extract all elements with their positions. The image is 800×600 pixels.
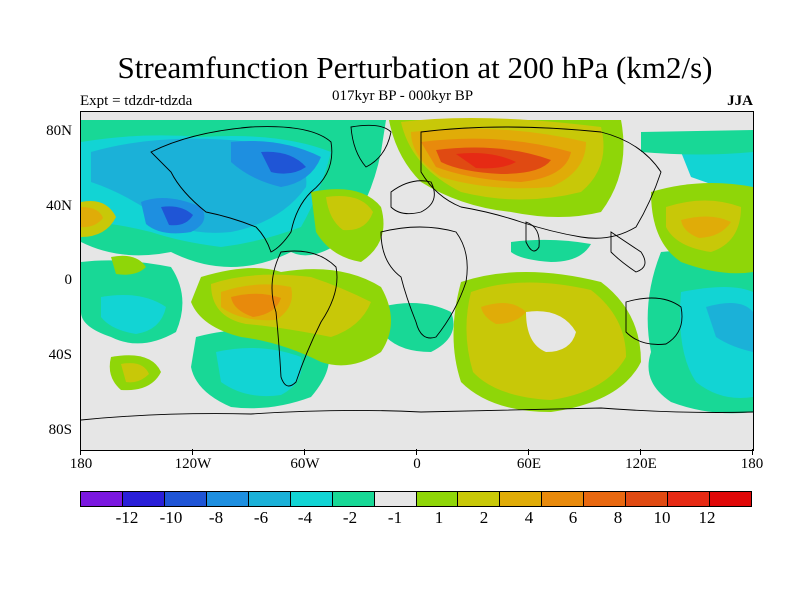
lon-label-180e: 180: [740, 456, 764, 472]
colorbar-label: 1: [434, 508, 444, 527]
colorbar-label: -12: [115, 508, 139, 527]
colorbar-segment: [81, 492, 123, 506]
colorbar-label: -10: [159, 508, 183, 527]
x-tick-120e: [640, 449, 641, 455]
colorbar-segment: [416, 492, 459, 506]
contour-pos-14: [81, 207, 103, 228]
coastline-north-america: [150, 126, 333, 253]
lat-label-0: 0: [64, 272, 73, 288]
colorbar-segment: [626, 492, 669, 506]
contour-pos-8: [326, 196, 373, 231]
coastline-india: [525, 221, 540, 252]
lat-label-80n: 80N: [46, 123, 72, 139]
contour-pos-12: [231, 293, 281, 317]
experiment-label: Expt = tdzdr-tdzda: [80, 93, 193, 109]
coastline-asia: [420, 126, 662, 239]
colorbar-segment: [668, 492, 711, 506]
colorbar-segment: [542, 492, 585, 506]
colorbar-label: -2: [342, 508, 358, 527]
x-tick-180e: [752, 449, 753, 455]
colorbar-label: -8: [208, 508, 224, 527]
colorbar-segment: [248, 492, 291, 506]
colorbar-label: 6: [568, 508, 578, 527]
colorbar: [80, 491, 752, 507]
colorbar-label: -1: [387, 508, 403, 527]
coastline-australia: [625, 297, 683, 345]
colorbar-segment: [206, 492, 249, 506]
colorbar-label: -4: [297, 508, 313, 527]
lat-label-40s: 40S: [48, 347, 72, 363]
x-tick-0: [416, 449, 417, 455]
coastline-africa: [380, 226, 468, 339]
contour-pos-17: [681, 216, 731, 238]
colorbar-segment: [122, 492, 165, 506]
x-tick-60e: [528, 449, 529, 455]
coastline-greenland: [350, 124, 392, 168]
lon-label-60w: 60W: [290, 456, 320, 472]
streamfunction-map: [80, 111, 754, 451]
chart-subtitle: 017kyr BP - 000kyr BP: [332, 88, 474, 104]
coastline-south-america: [271, 250, 338, 387]
lat-label-80s: 80S: [48, 422, 72, 438]
contour-neg-7: [261, 151, 306, 174]
contour-neg-16: [706, 303, 753, 352]
contour-pos-21: [526, 311, 576, 352]
chart-title: Streamfunction Perturbation at 200 hPa (…: [117, 50, 713, 85]
colorbar-label: 4: [524, 508, 534, 527]
colorbar-segment: [332, 492, 375, 506]
lon-label-120w: 120W: [174, 456, 212, 472]
lon-label-60e: 60E: [516, 456, 542, 472]
lon-label-180w: 180: [69, 456, 93, 472]
x-tick-60w: [304, 449, 305, 455]
contour-pos-6: [456, 153, 516, 169]
contour-neg-18: [641, 130, 753, 155]
coastline-outlines: [81, 124, 753, 421]
coastline-europe: [390, 180, 435, 215]
contour-neg-17: [511, 239, 591, 262]
lon-label-120e: 120E: [625, 456, 657, 472]
x-tick-180w: [80, 449, 81, 455]
contour-pos-20: [481, 303, 526, 324]
contour-neg-9: [101, 294, 166, 334]
colorbar-label: -6: [253, 508, 269, 527]
season-label: JJA: [727, 93, 753, 109]
colorbar-label: 2: [479, 508, 489, 527]
colorbar-segment: [458, 492, 501, 506]
colorbar-segment: [164, 492, 207, 506]
coastline-southeast-asia: [610, 231, 646, 273]
contour-pos-23: [121, 363, 149, 383]
colorbar-segment: [500, 492, 543, 506]
contour-pos-24: [111, 255, 146, 275]
lat-label-40n: 40N: [46, 198, 72, 214]
colorbar-segment: [710, 492, 751, 506]
colorbar-label: 8: [613, 508, 623, 527]
contour-neg-12: [381, 303, 454, 352]
colorbar-segment: [584, 492, 627, 506]
x-tick-120w: [192, 449, 193, 455]
contour-field: [81, 118, 753, 421]
lon-label-0: 0: [413, 456, 421, 472]
colorbar-segment: [374, 492, 417, 506]
colorbar-label: 12: [698, 508, 716, 527]
coastline-antarctica: [81, 407, 753, 421]
contour-neg-5: [161, 206, 193, 226]
colorbar-label: 10: [653, 508, 671, 527]
colorbar-segment: [290, 492, 333, 506]
